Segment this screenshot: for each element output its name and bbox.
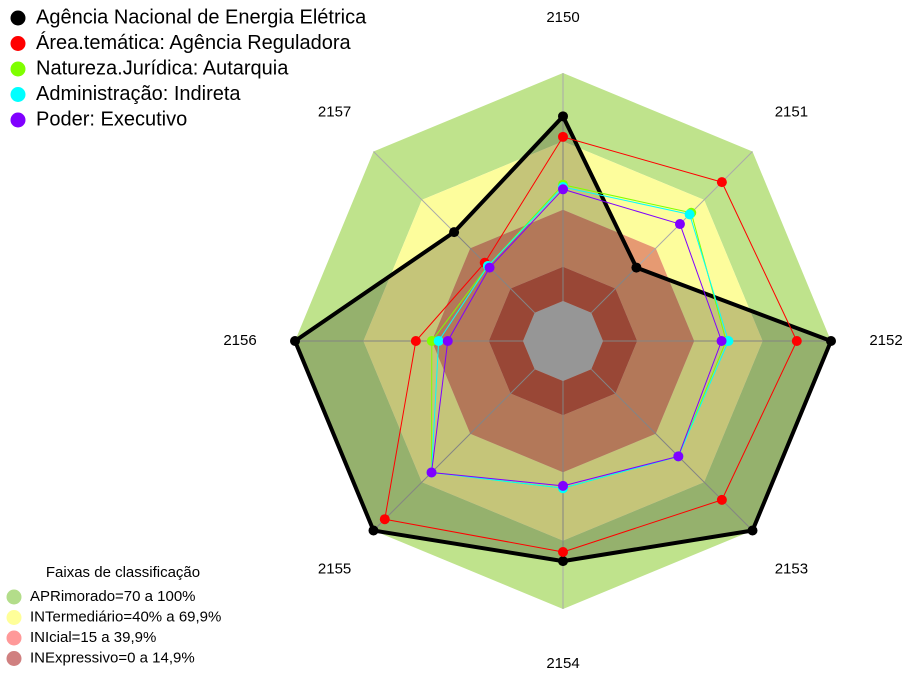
legend-label: Agência Nacional de Energia Elétrica	[36, 6, 367, 28]
bands-legend-title: Faixas de classificação	[46, 564, 200, 581]
legend-label: Poder: Executivo	[36, 108, 187, 130]
spoke	[373, 368, 536, 531]
series-point	[747, 525, 758, 536]
legend-label: Área.temática: Agência Reguladora	[36, 31, 352, 54]
spoke	[590, 151, 753, 314]
bands-legend-label: INExpressivo=0 a 14,9%	[30, 649, 195, 666]
series-point	[442, 336, 453, 346]
bands-legend-marker	[6, 589, 22, 605]
bands-legend-label: INIcial=15 a 39,9%	[30, 629, 156, 646]
series-point	[368, 525, 379, 536]
series-point	[449, 227, 460, 238]
series-point	[558, 556, 568, 567]
legend-marker	[10, 36, 26, 51]
axis-label: 2154	[546, 655, 579, 672]
series-point	[484, 262, 495, 273]
series-point	[674, 219, 685, 230]
core	[523, 301, 603, 381]
series-point	[673, 451, 684, 462]
legend-marker	[10, 112, 26, 128]
series-point	[716, 494, 727, 505]
series-point	[426, 467, 437, 478]
bands-legend-label: INTermediário=40% a 69,9%	[30, 608, 221, 625]
series-point	[723, 336, 734, 346]
legend-label: Administração: Indireta	[36, 83, 241, 105]
series-point	[410, 336, 421, 346]
series-point	[558, 131, 568, 142]
series-point	[631, 262, 642, 273]
legend-marker	[10, 10, 26, 26]
bands-legend-marker	[6, 610, 22, 625]
axis-label: 2157	[318, 104, 351, 121]
axis-label: 2151	[775, 104, 808, 121]
series-point	[558, 480, 568, 491]
series-point	[826, 336, 836, 346]
series-point	[426, 336, 437, 346]
bands-legend-marker	[6, 651, 22, 666]
series-point	[716, 177, 727, 188]
series-point	[558, 547, 568, 557]
series-point	[433, 336, 444, 346]
bands-legend-label: APRimorado=70 a 100%	[30, 588, 196, 605]
series-point	[791, 336, 802, 346]
series-point	[558, 111, 568, 122]
series-point	[379, 514, 390, 525]
axis-label: 2156	[223, 332, 256, 349]
series-point	[290, 336, 300, 346]
series-point	[716, 336, 727, 346]
spoke	[590, 368, 753, 531]
axis-label: 2155	[318, 560, 351, 577]
axis-label: 2152	[869, 332, 902, 349]
legend-marker	[10, 87, 26, 102]
legend-marker	[10, 61, 26, 77]
bands-legend-marker	[6, 630, 22, 646]
axis-label: 2150	[546, 9, 579, 26]
series-point	[558, 184, 568, 195]
series-point	[684, 209, 695, 220]
axis-label: 2153	[775, 560, 808, 577]
legend-label: Natureza.Jurídica: Autarquia	[36, 57, 289, 79]
